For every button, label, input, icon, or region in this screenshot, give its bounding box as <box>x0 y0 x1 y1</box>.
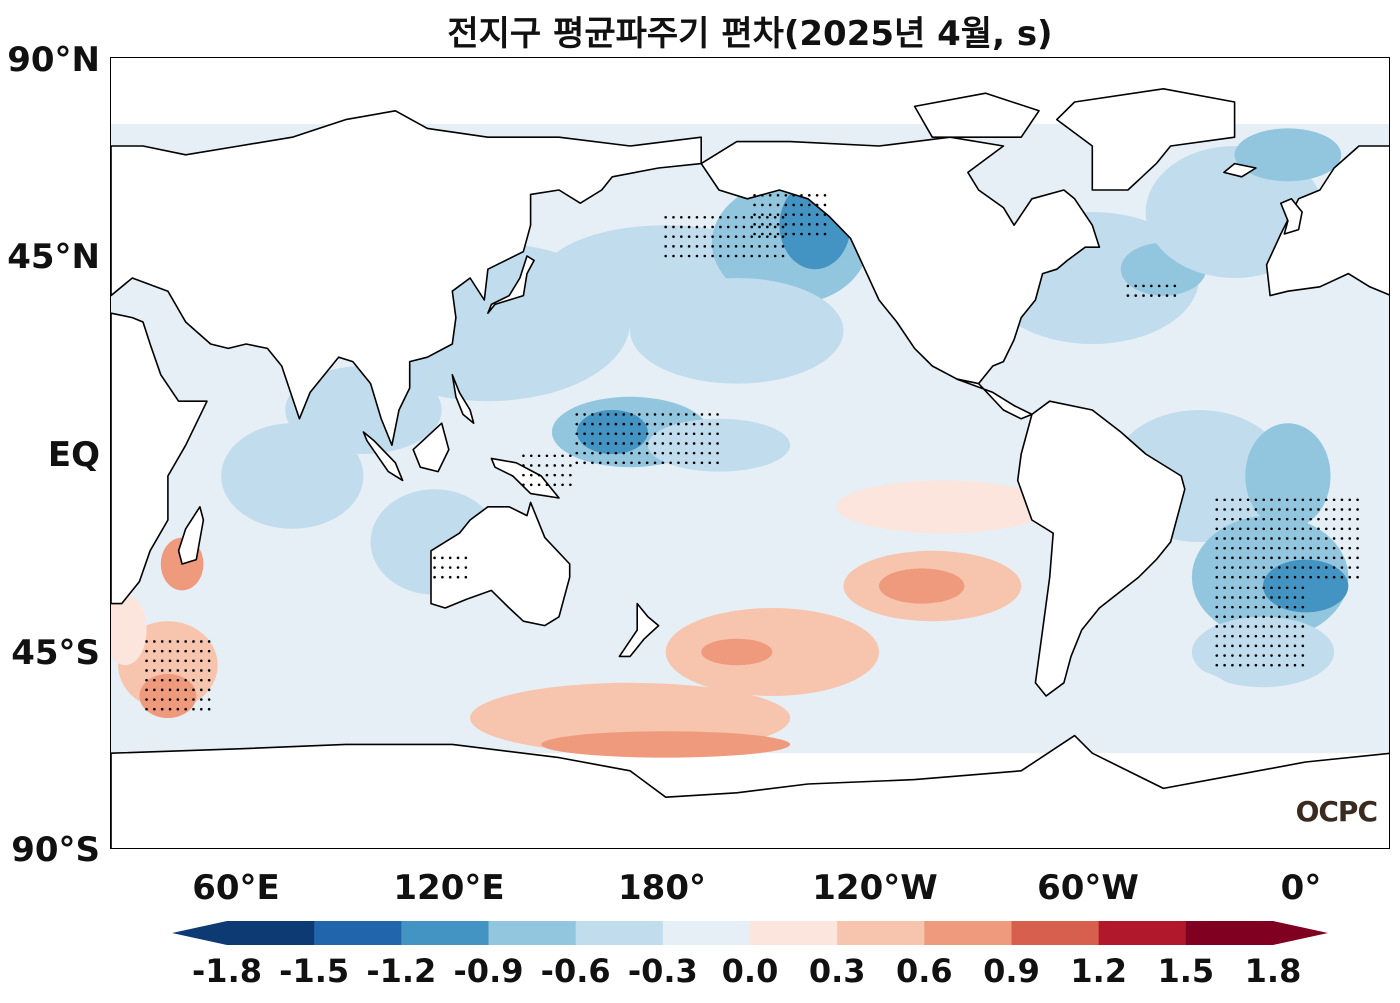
anomaly-region-32 <box>111 594 147 666</box>
stipple-region-3 <box>1215 498 1359 579</box>
land-europe <box>1265 145 1389 297</box>
anomaly-region-7 <box>647 418 791 472</box>
land-japan <box>487 255 535 314</box>
stipple-region-4 <box>1215 586 1305 667</box>
land-newguinea <box>490 457 560 499</box>
anomaly-region-17 <box>1245 423 1331 529</box>
anomaly-region-27 <box>541 731 791 758</box>
land-antarctica <box>111 734 1389 848</box>
colorbar-tick: -0.9 <box>453 952 524 990</box>
y-tick-45s: 45°S <box>11 633 100 673</box>
anomaly-region-20 <box>1191 616 1335 688</box>
colorbar-tick: -1.2 <box>366 952 437 990</box>
colorbar-tick: -1.5 <box>279 952 350 990</box>
stipple-region-8 <box>1126 284 1177 297</box>
land-borneo <box>412 422 450 473</box>
anomaly-region-29 <box>139 674 197 718</box>
y-tick-90s: 90°S <box>11 830 100 870</box>
ocpc-logo: OCPC <box>1295 795 1378 828</box>
y-tick-90n: 90°N <box>7 40 100 80</box>
land-arcticislands <box>913 92 1040 138</box>
y-tick-eq: EQ <box>47 435 100 475</box>
colorbar-swatch-7 <box>837 921 925 945</box>
colorbar-swatch-4 <box>575 921 664 945</box>
anomaly-region-25 <box>701 638 773 666</box>
colorbar-swatch-6 <box>750 921 838 945</box>
colorbar-tick: 0.0 <box>721 952 779 990</box>
stipple-region-0 <box>664 215 785 258</box>
map-title: 전지구 평균파주기 편차(2025년 4월, s) <box>447 14 1053 54</box>
land-centralamerica <box>956 378 1033 420</box>
colorbar-swatch-11 <box>1185 921 1274 945</box>
land-newzealand <box>618 602 660 658</box>
land-britain <box>1280 198 1303 235</box>
land-iceland <box>1223 162 1257 178</box>
anomaly-map <box>111 87 1389 848</box>
colorbar-swatch-5 <box>662 921 751 945</box>
stipple-region-2 <box>522 454 572 487</box>
x-tick-120e: 120°E <box>393 868 505 908</box>
land-southamerica <box>1016 400 1186 697</box>
stipple-region-6 <box>145 640 211 711</box>
x-tick-120w: 120°W <box>812 868 938 908</box>
land-eurasia <box>111 109 703 447</box>
x-tick-180: 180° <box>618 868 706 908</box>
colorbar-swatch-9 <box>1011 921 1100 945</box>
colorbar-swatch-3 <box>488 921 577 945</box>
colorbar-swatch-10 <box>1098 921 1187 945</box>
land-australia <box>430 501 571 627</box>
colorbar <box>172 921 1328 945</box>
anomaly-region-21 <box>1021 660 1235 732</box>
anomaly-region-9 <box>221 423 364 529</box>
anomaly-region-19 <box>1263 559 1349 613</box>
y-tick-45n: 45°N <box>7 237 100 277</box>
x-tick-60w: 60°W <box>1037 868 1139 908</box>
colorbar-tick: -0.6 <box>540 952 611 990</box>
colorbar-tick: -0.3 <box>627 952 698 990</box>
colorbar-tick: -1.8 <box>192 952 262 990</box>
anomaly-region-23 <box>879 568 965 604</box>
map-panel: OCPC <box>110 57 1390 849</box>
land-philippines <box>451 373 475 425</box>
colorbar-tick: 1.8 <box>1244 952 1302 990</box>
colorbar-extend-high <box>1273 921 1328 945</box>
stipple-region-7 <box>433 556 468 579</box>
colorbar-tick: 0.9 <box>983 952 1040 990</box>
land-northamerica <box>700 136 1101 385</box>
colorbar-tick: 1.2 <box>1070 952 1127 990</box>
x-tick-0: 0° <box>1280 868 1322 908</box>
colorbar-swatch-1 <box>314 921 402 945</box>
anomaly-region-15 <box>1234 128 1342 182</box>
colorbar-extend-low <box>172 921 227 945</box>
stipple-region-5 <box>753 193 827 236</box>
colorbar-tick: 0.3 <box>808 952 866 990</box>
anomaly-region-6 <box>576 410 648 454</box>
colorbar-tick: 1.5 <box>1157 952 1215 990</box>
colorbar-tick: 0.6 <box>895 952 953 990</box>
land-sumatra <box>362 431 404 482</box>
colorbar-swatch-0 <box>227 921 315 945</box>
stipple-region-1 <box>575 413 719 465</box>
colorbar-swatch-8 <box>924 921 1012 945</box>
anomaly-region-31 <box>836 480 1050 534</box>
colorbar-swatch-2 <box>401 921 489 945</box>
anomaly-region-4 <box>630 278 844 384</box>
land-greenland <box>1055 87 1236 191</box>
land-madagascar <box>177 505 205 565</box>
land-africa <box>111 312 208 605</box>
x-tick-60e: 60°E <box>192 868 280 908</box>
